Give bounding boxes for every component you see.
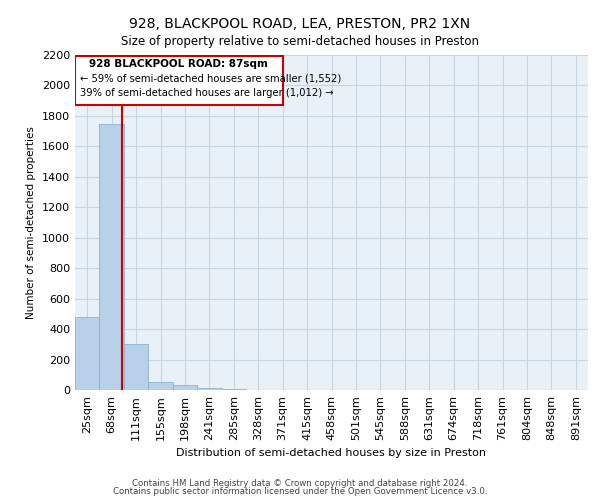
Bar: [100, 124, 124, 390]
Text: Contains public sector information licensed under the Open Government Licence v3: Contains public sector information licen…: [113, 487, 487, 496]
Bar: [221, 389, 246, 390]
Text: Contains HM Land Registry data © Crown copyright and database right 2024.: Contains HM Land Registry data © Crown c…: [132, 478, 468, 488]
Bar: [173, 386, 197, 390]
Text: 928, BLACKPOOL ROAD, LEA, PRESTON, PR2 1XN: 928, BLACKPOOL ROAD, LEA, PRESTON, PR2 1…: [130, 18, 470, 32]
Bar: [75, 317, 100, 390]
FancyBboxPatch shape: [75, 56, 283, 106]
Bar: [148, 382, 173, 390]
Text: 39% of semi-detached houses are larger (1,012) →: 39% of semi-detached houses are larger (…: [80, 88, 334, 99]
Text: Size of property relative to semi-detached houses in Preston: Size of property relative to semi-detach…: [121, 35, 479, 48]
Text: ← 59% of semi-detached houses are smaller (1,552): ← 59% of semi-detached houses are smalle…: [80, 74, 341, 84]
Bar: [124, 344, 148, 390]
Y-axis label: Number of semi-detached properties: Number of semi-detached properties: [26, 126, 37, 319]
Text: 928 BLACKPOOL ROAD: 87sqm: 928 BLACKPOOL ROAD: 87sqm: [89, 59, 268, 69]
X-axis label: Distribution of semi-detached houses by size in Preston: Distribution of semi-detached houses by …: [176, 448, 487, 458]
Bar: [197, 388, 221, 390]
